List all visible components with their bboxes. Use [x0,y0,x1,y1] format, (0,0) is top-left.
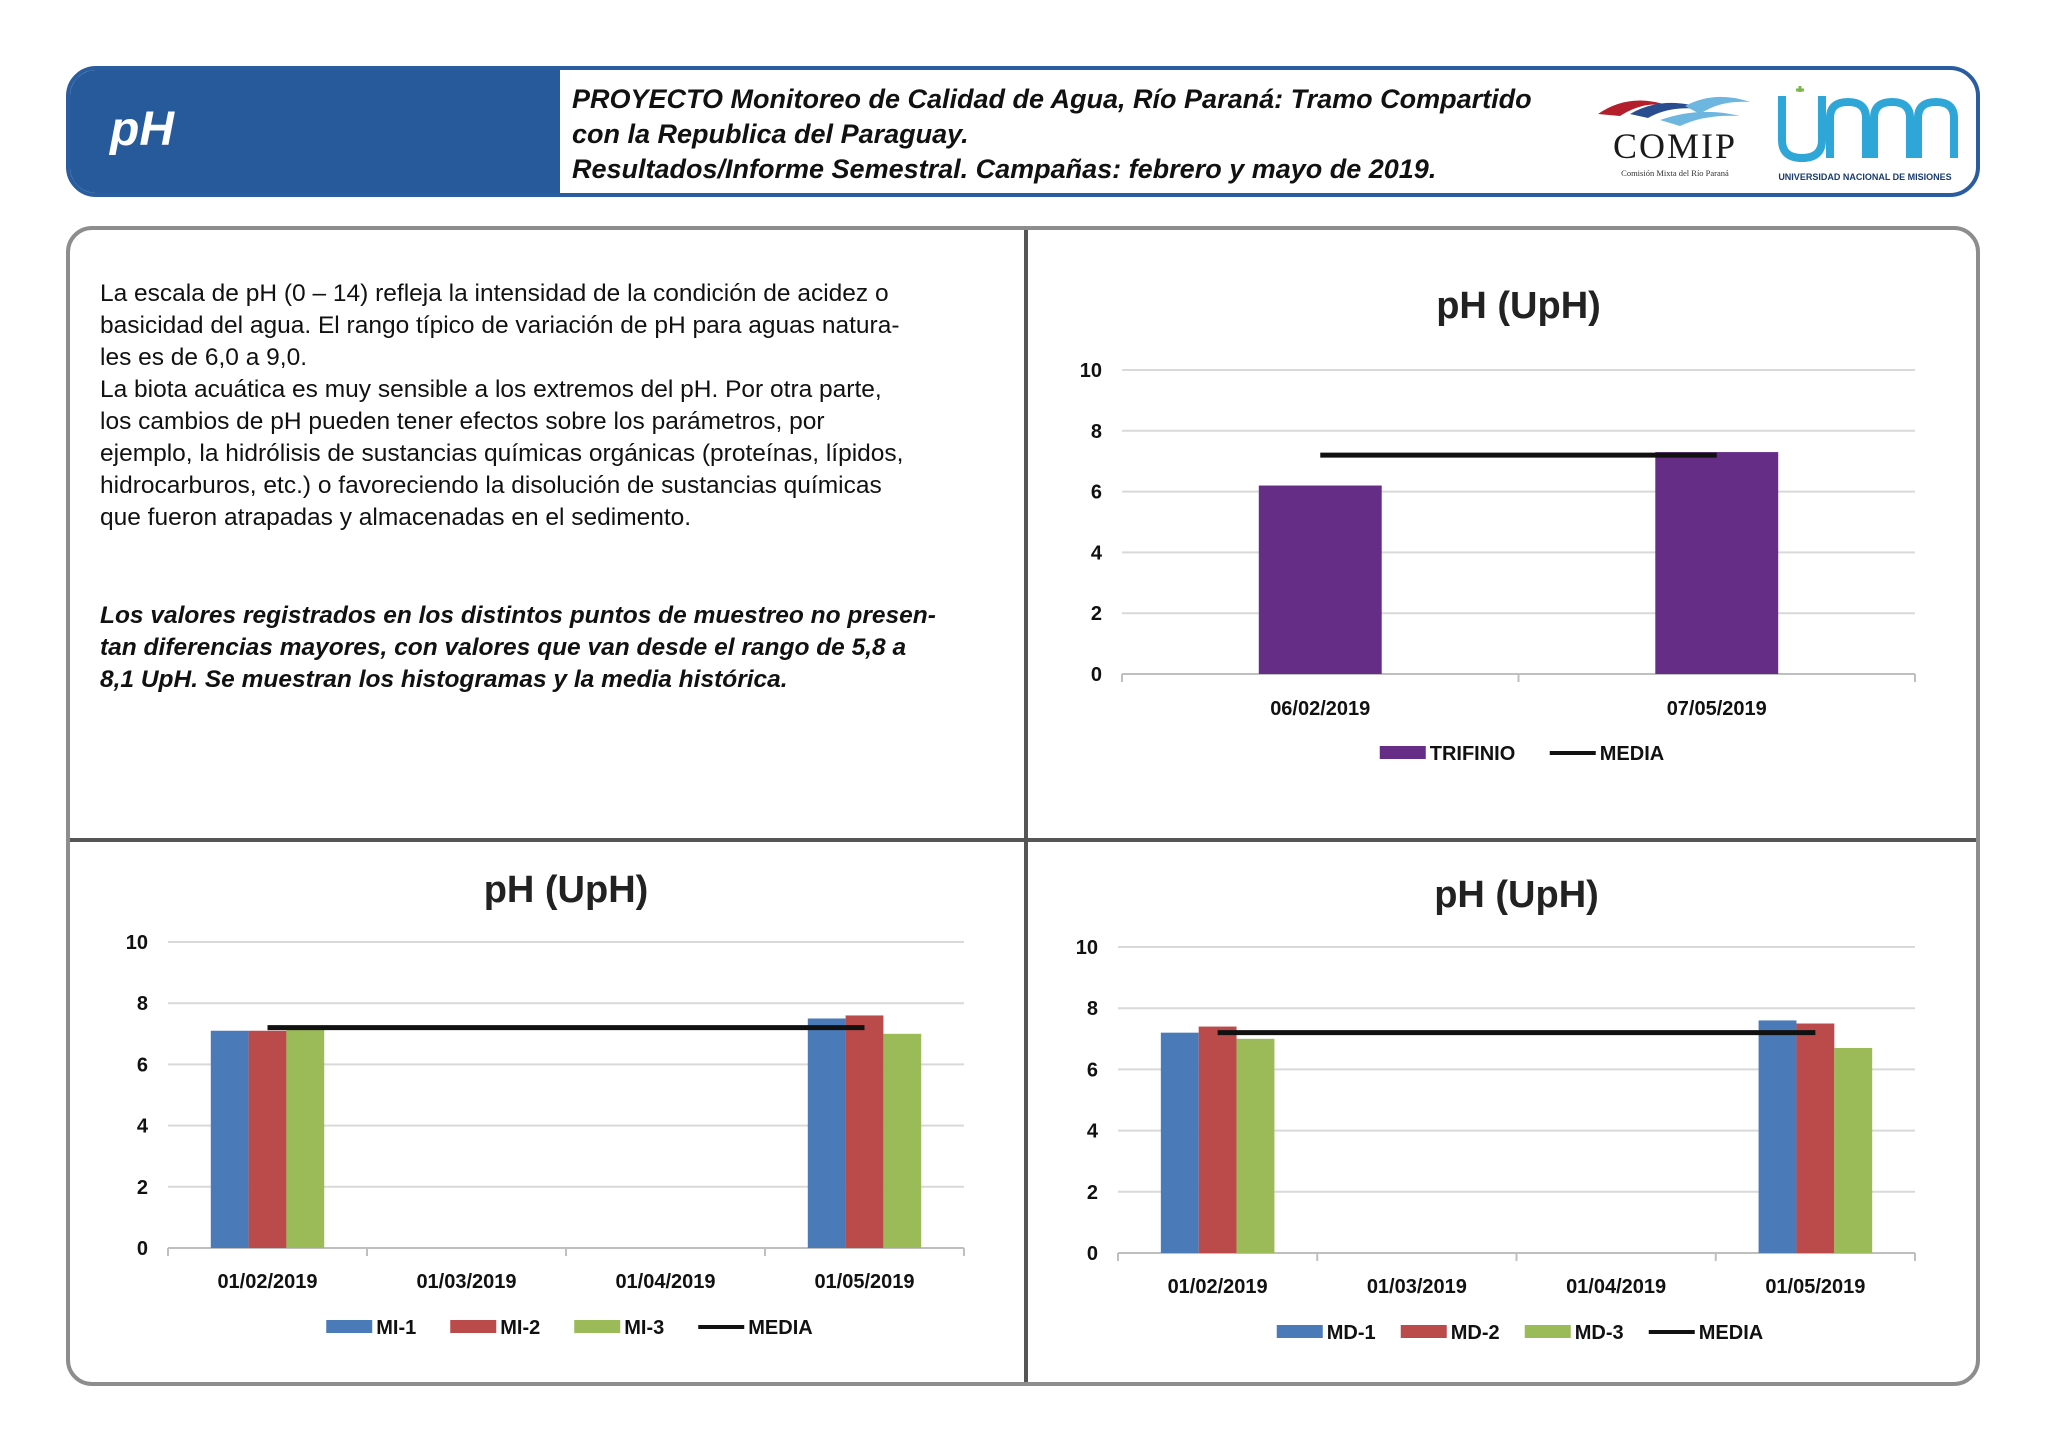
summary-line: tan diferencias mayores, con valores que… [100,634,907,661]
page-header: pH PROYECTO Monitoreo de Calidad de Agua… [66,66,1980,197]
legend-label: MI-1 [376,1317,416,1339]
legend-label: TRIFINIO [1430,743,1516,765]
legend-label: MD-3 [1575,1322,1624,1344]
comip-logo: COMIP Comisión Mixta del Río Paraná [1598,96,1750,178]
y-tick-label: 0 [1087,1243,1098,1265]
y-tick-label: 6 [1087,1059,1098,1081]
legend-swatch [326,1320,373,1333]
bar [1258,485,1382,674]
results-summary: Los valores registrados en los distintos… [100,600,1000,696]
bar [210,1030,249,1248]
bar [1236,1038,1275,1253]
legend-swatch [1379,746,1426,759]
bar [1758,1020,1797,1253]
y-tick-label: 4 [137,1116,149,1138]
summary-line: 8,1 UpH. Se muestran los histogramas y l… [100,666,788,693]
header-title-block: pH [70,70,560,193]
description-line: La biota acuática es muy sensible a los … [100,376,882,403]
description-line: hidrocarburos, etc.) o favoreciendo la d… [100,472,882,499]
project-line: con la Republica del Paraguay. [572,119,969,149]
bar [1796,1023,1835,1253]
legend-swatch [1276,1325,1323,1338]
horizontal-divider [70,838,1976,842]
legend-label: MI-3 [624,1317,664,1339]
page-title: pH [110,103,174,156]
legend-label: MD-2 [1451,1322,1500,1344]
y-tick-label: 6 [137,1054,148,1076]
chart-trifinio: pH (UpH) 0 2 4 6 8 10 06/02/2019 07/05/2019 TRIFI… [1080,285,1916,765]
y-tick-label: 0 [137,1238,148,1260]
y-tick-label: 8 [1091,421,1102,443]
chart-title: pH (UpH) [1434,874,1599,916]
chart-title: pH (UpH) [1436,285,1601,327]
x-tick-label: 01/03/2019 [416,1271,516,1293]
bar [845,1015,884,1248]
legend-swatch [574,1320,621,1333]
y-tick-label: 2 [137,1177,148,1199]
x-tick-label: 01/05/2019 [814,1271,914,1293]
bar [1160,1032,1199,1253]
description-line: que fueron atrapadas y almacenadas en el… [100,504,692,531]
chart-md: pH (UpH) 0 2 4 6 8 10 01/02/2019 01/03/2019 01/04… [1076,874,1916,1344]
description-line: basicidad del agua. El rango típico de v… [100,312,900,339]
legend-swatch [1524,1325,1571,1338]
y-tick-label: 8 [137,993,148,1015]
y-tick-label: 6 [1091,482,1102,504]
y-tick-label: 10 [126,932,148,954]
bar [807,1018,846,1248]
y-tick-label: 4 [1087,1121,1099,1143]
chart-title: pH (UpH) [484,869,649,911]
project-line: PROYECTO Monitoreo de Calidad de Agua, R… [572,84,1532,114]
x-tick-label: 01/05/2019 [1765,1276,1865,1298]
y-tick-label: 2 [1087,1182,1098,1204]
x-tick-label: 06/02/2019 [1270,698,1370,720]
bar [1198,1026,1237,1253]
unam-logo: UNIVERSIDAD NACIONAL DE MISIONES [1778,86,1958,182]
legend-label: MD-1 [1327,1322,1376,1344]
description-paragraph: La escala de pH (0 – 14) refleja la inte… [100,278,1000,534]
y-tick-label: 0 [1091,664,1102,686]
legend-label: MI-2 [500,1317,540,1339]
y-tick-label: 8 [1087,998,1098,1020]
x-tick-label: 01/04/2019 [615,1271,715,1293]
y-tick-label: 10 [1080,360,1102,382]
description-panel: La escala de pH (0 – 14) refleja la inte… [100,278,1000,696]
vertical-divider [1024,230,1028,1382]
legend-label: MEDIA [748,1317,812,1339]
comip-logo-name: COMIP [1613,126,1737,166]
legend-label: MEDIA [1600,743,1664,765]
project-line: Resultados/Informe Semestral. Campañas: … [572,154,1437,184]
x-tick-label: 01/04/2019 [1566,1276,1666,1298]
x-tick-label: 07/05/2019 [1667,698,1767,720]
y-tick-label: 10 [1076,937,1098,959]
bar [1834,1047,1873,1253]
bar [286,1027,325,1248]
x-tick-label: 01/02/2019 [1168,1276,1268,1298]
legend-label: MEDIA [1699,1322,1763,1344]
bar [248,1030,287,1248]
bar [883,1033,922,1248]
description-line: los cambios de pH pueden tener efectos s… [100,408,825,435]
x-tick-label: 01/02/2019 [217,1271,317,1293]
bar [1655,452,1779,674]
project-description: PROYECTO Monitoreo de Calidad de Agua, R… [572,82,1532,187]
y-tick-label: 2 [1091,603,1102,625]
unam-logo-subtitle: UNIVERSIDAD NACIONAL DE MISIONES [1778,172,1951,182]
y-tick-label: 4 [1091,542,1103,564]
legend-swatch [450,1320,497,1333]
x-tick-label: 01/03/2019 [1367,1276,1467,1298]
legend-swatch [1400,1325,1447,1338]
description-line: ejemplo, la hidrólisis de sustancias quí… [100,440,904,467]
content-frame [66,226,1980,1386]
summary-line: Los valores registrados en los distintos… [100,602,936,629]
comip-logo-subtitle: Comisión Mixta del Río Paraná [1621,168,1729,178]
chart-mi: pH (UpH) 0 2 4 6 8 10 01/02/2019 01/03/2019 01/04… [126,869,965,1339]
description-line: les es de 6,0 a 9,0. [100,344,308,371]
description-line: La escala de pH (0 – 14) refleja la inte… [100,280,889,307]
